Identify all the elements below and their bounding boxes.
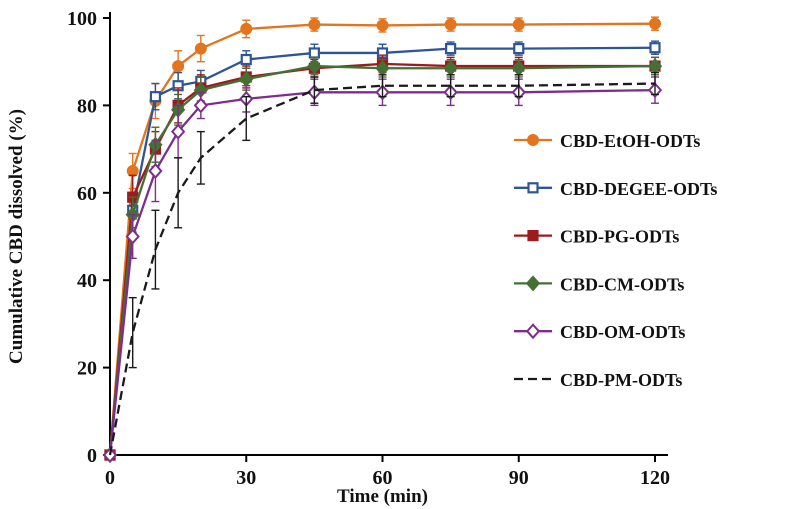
marker-circle — [512, 18, 525, 31]
series-cbd-degee-odts — [104, 40, 661, 461]
marker-circle — [376, 19, 389, 32]
marker-square — [649, 42, 661, 54]
y-tick-label: 60 — [77, 183, 97, 205]
x-tick-label: 120 — [640, 467, 670, 489]
legend-label: CBD-OM-ODTs — [560, 322, 685, 342]
marker-circle — [444, 18, 457, 31]
marker-diamond — [525, 275, 541, 292]
y-tick-label: 80 — [77, 95, 97, 117]
series-cbd-cm-odts — [102, 56, 663, 464]
legend-label: CBD-PM-ODTs — [560, 370, 682, 390]
marker-square — [240, 53, 252, 66]
legend-item-cbd-pg-odts: CBD-PG-ODTs — [514, 227, 679, 247]
series-line — [108, 62, 655, 456]
series-line — [108, 64, 656, 456]
marker-diamond — [193, 97, 208, 114]
legend-item-cbd-degee-odts: CBD-DEGEE-ODTs — [514, 179, 717, 199]
x-tick-label: 0 — [105, 467, 115, 489]
y-tick-label: 40 — [77, 270, 97, 292]
legend-item-cbd-pm-odts: CBD-PM-ODTs — [514, 370, 682, 390]
marker-square — [527, 230, 539, 242]
marker-circle — [527, 134, 539, 146]
x-tick-label: 30 — [236, 467, 256, 489]
marker-circle — [240, 22, 253, 35]
series-line — [108, 82, 656, 456]
axes: 0 30 60 90 120 0 20 40 60 80 100 — [67, 8, 670, 489]
marker-diamond — [525, 323, 541, 340]
marker-square — [527, 182, 539, 194]
y-tick-label: 100 — [67, 8, 97, 30]
marker-circle — [308, 18, 321, 31]
series-cbd-pg-odts — [104, 54, 661, 461]
series-cbd-pm-odts — [108, 71, 659, 456]
series-line — [108, 46, 656, 456]
legend-item-cbd-cm-odts: CBD-CM-ODTs — [514, 274, 684, 294]
marker-square — [445, 42, 457, 55]
legend: CBD-EtOH-ODTs CBD-DEGEE-ODTs CBD-PG-ODTs CB… — [514, 131, 717, 390]
x-tick-label: 60 — [373, 467, 393, 489]
y-axis-title: Cumulative CBD dissolved (%) — [6, 109, 27, 364]
marker-circle — [649, 17, 661, 30]
legend-label: CBD-PG-ODTs — [560, 227, 679, 247]
marker-diamond — [307, 58, 322, 75]
x-axis-title: Time (min) — [337, 486, 428, 507]
legend-item-cbd-etoh-odts: CBD-EtOH-ODTs — [514, 131, 700, 151]
x-tick-label: 90 — [509, 467, 529, 489]
marker-square — [308, 47, 320, 59]
marker-square — [513, 42, 525, 55]
legend-label: CBD-CM-ODTs — [560, 274, 684, 294]
y-tick-label: 0 — [87, 445, 97, 467]
marker-circle — [172, 60, 185, 73]
marker-circle — [194, 42, 207, 55]
marker-diamond — [125, 228, 140, 245]
marker-diamond — [170, 123, 186, 140]
y-tick-label: 20 — [77, 358, 97, 380]
marker-diamond — [148, 162, 163, 179]
legend-label: CBD-EtOH-ODTs — [560, 131, 700, 151]
marker-square — [149, 91, 162, 103]
legend-label: CBD-DEGEE-ODTs — [560, 179, 717, 199]
legend-item-cbd-om-odts: CBD-OM-ODTs — [514, 322, 685, 342]
